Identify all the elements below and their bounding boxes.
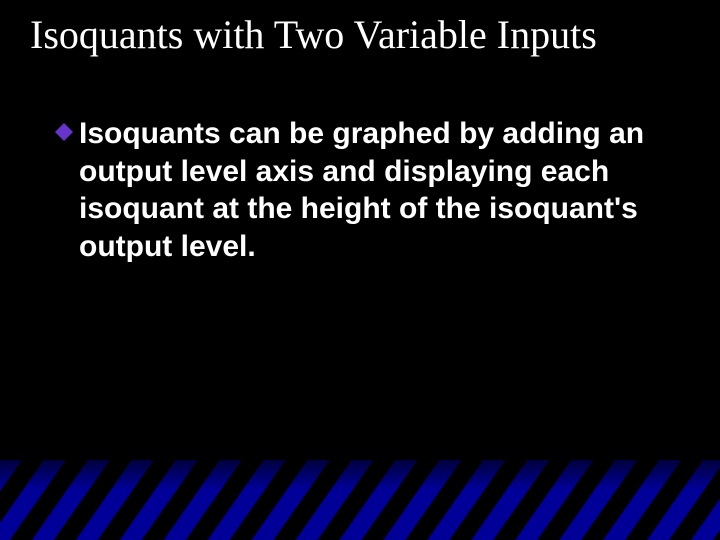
bullet-item: Isoquants can be graphed by adding an ou… <box>55 115 680 265</box>
bullet-bold-lead: Isoquants <box>79 117 221 150</box>
bullet-text: Isoquants can be graphed by adding an ou… <box>79 115 680 265</box>
slide: Isoquants with Two Variable Inputs Isoqu… <box>0 0 720 540</box>
diamond-bullet-icon <box>55 123 73 146</box>
slide-body: Isoquants can be graphed by adding an ou… <box>55 115 680 265</box>
slide-title: Isoquants with Two Variable Inputs <box>30 12 690 58</box>
footer-fade-overlay <box>0 440 720 490</box>
